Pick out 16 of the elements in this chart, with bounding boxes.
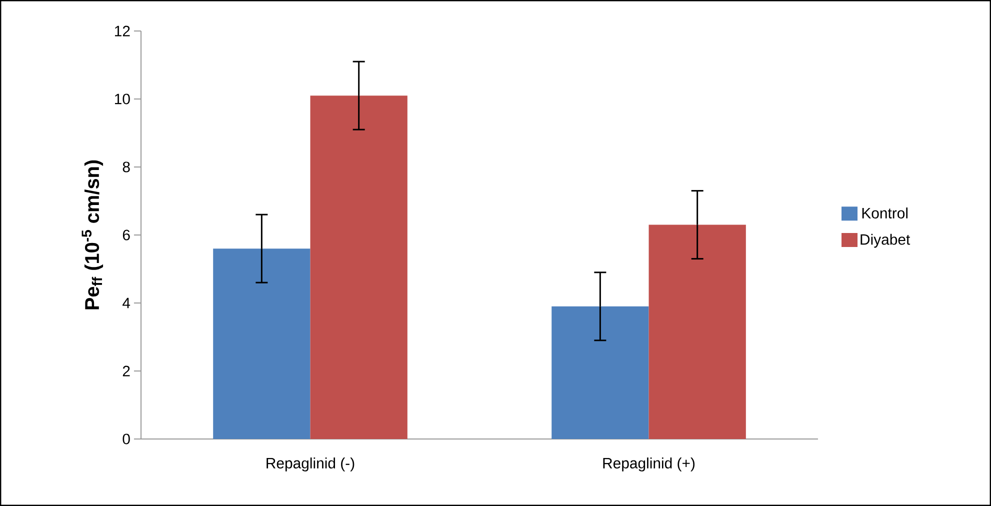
- y-tick-label: 8: [122, 162, 130, 172]
- legend-label: Diyabet: [860, 234, 910, 248]
- bar: [552, 306, 649, 439]
- y-tick-label: 10: [115, 94, 130, 104]
- bar: [213, 248, 310, 439]
- x-tick-label: Repaglinid (-): [266, 458, 354, 472]
- x-tick-label: Repaglinid (+): [603, 458, 695, 472]
- y-tick-label: 12: [115, 26, 130, 36]
- y-tick-label: 4: [122, 298, 130, 308]
- y-tick-label: 2: [122, 366, 130, 376]
- y-tick-label: 0: [122, 434, 130, 444]
- y-axis-title: Pe$_{ff}$ (10$^{-5}$ cm/sn): [82, 160, 104, 310]
- bar: [648, 224, 746, 439]
- bar: [310, 96, 408, 439]
- legend-label: Kontrol: [862, 208, 908, 218]
- y-tick-label: 6: [122, 230, 130, 240]
